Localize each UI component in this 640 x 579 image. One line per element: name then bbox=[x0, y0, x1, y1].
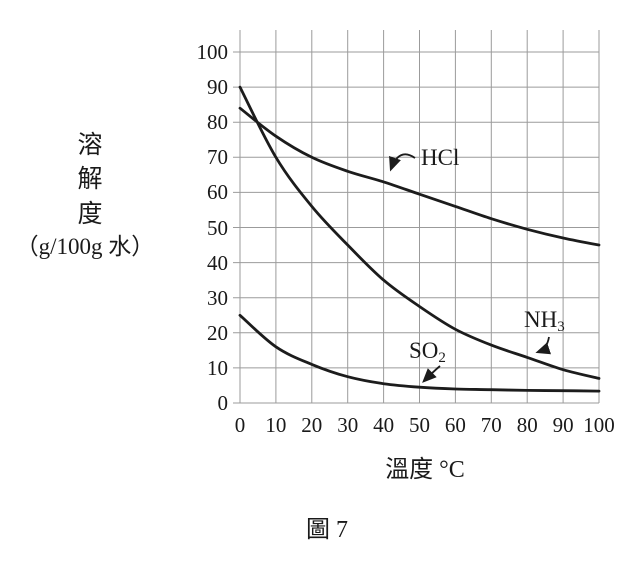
y-tick-label-10: 10 bbox=[207, 355, 228, 380]
curve-nh3 bbox=[238, 85, 601, 380]
x-axis-title: 溫度 °C bbox=[385, 457, 465, 483]
y-tick-label-30: 30 bbox=[207, 285, 228, 310]
x-tick-label-30: 30 bbox=[337, 413, 359, 437]
x-tick-label-40: 40 bbox=[373, 413, 395, 437]
x-tick-label-50: 50 bbox=[409, 413, 430, 437]
x-tick-label-60: 60 bbox=[444, 413, 466, 437]
x-tick-label-80: 80 bbox=[516, 413, 538, 437]
y-axis-title-char-1: 溶 bbox=[77, 132, 103, 159]
y-tick-label-20: 20 bbox=[207, 320, 228, 345]
curve-hcl bbox=[238, 106, 601, 247]
nh3-label-text: NH bbox=[524, 307, 558, 332]
nh3-curve-label: NH3 bbox=[524, 307, 565, 336]
solubility-curves bbox=[238, 85, 601, 393]
y-axis-title-char-3: 度 bbox=[77, 201, 103, 228]
y-tick-label-100: 100 bbox=[196, 40, 229, 64]
x-tick-label-70: 70 bbox=[480, 413, 502, 437]
y-tick-label-0: 0 bbox=[217, 391, 229, 415]
y-axis-unit-label: （g/100g 水） bbox=[15, 234, 155, 259]
y-tick-label-50: 50 bbox=[207, 215, 228, 240]
x-tick-label-100: 100 bbox=[583, 413, 615, 437]
so2-label-text: SO bbox=[409, 338, 439, 363]
hcl-curve-label: HCl bbox=[421, 146, 459, 173]
y-tick-label-40: 40 bbox=[207, 250, 228, 275]
nh3-arrow bbox=[535, 336, 552, 355]
y-tick-label-80: 80 bbox=[207, 110, 228, 135]
annotation-arrows bbox=[389, 153, 552, 383]
y-tick-label-70: 70 bbox=[207, 145, 228, 170]
y-tick-label-60: 60 bbox=[207, 180, 228, 205]
figure-caption: 圖 7 bbox=[306, 517, 348, 543]
x-tick-label-20: 20 bbox=[301, 413, 323, 437]
x-tick-label-10: 10 bbox=[265, 413, 287, 437]
so2-arrow bbox=[422, 365, 441, 383]
x-tick-label-0: 0 bbox=[234, 413, 246, 437]
hcl-arrow bbox=[389, 153, 416, 172]
y-tick-label-90: 90 bbox=[207, 75, 228, 100]
nh3-label-subscript: 3 bbox=[557, 319, 565, 335]
so2-curve-label: SO2 bbox=[409, 338, 446, 367]
curve-so2 bbox=[238, 313, 601, 393]
so2-label-subscript: 2 bbox=[438, 350, 446, 366]
y-axis-title-char-2: 解 bbox=[77, 166, 103, 193]
hcl-label-text: HCl bbox=[421, 145, 460, 170]
x-tick-label-90: 90 bbox=[552, 413, 574, 437]
